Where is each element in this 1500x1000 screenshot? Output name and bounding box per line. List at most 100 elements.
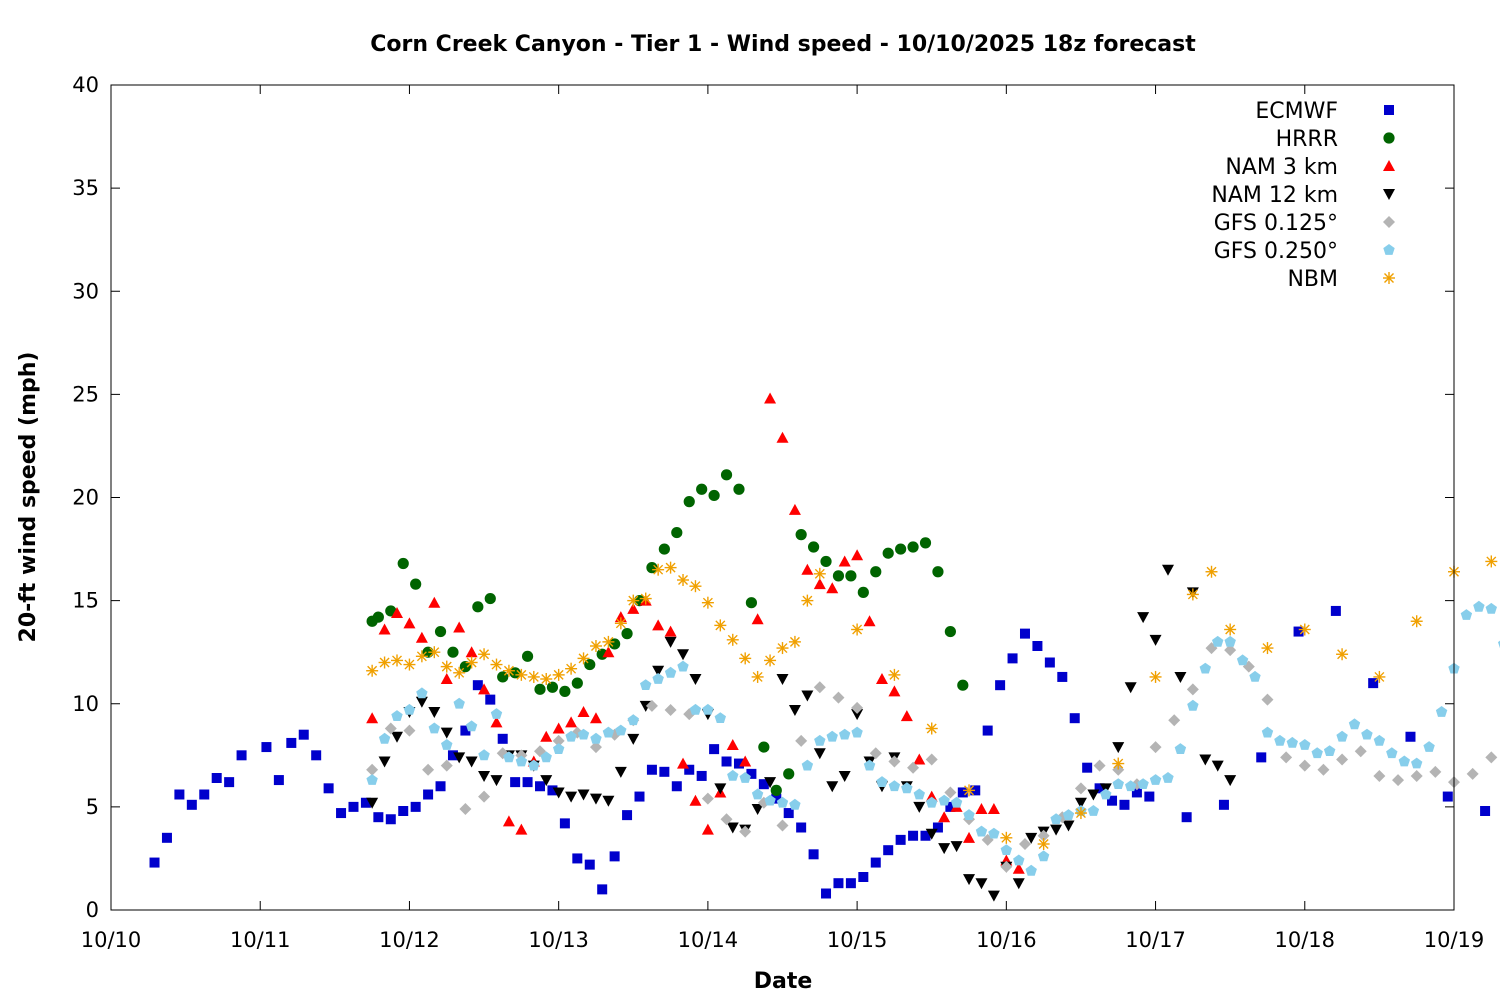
data-point: [634, 791, 645, 802]
legend-item-nam-12-km: NAM 12 km: [1211, 183, 1395, 208]
data-point: [311, 750, 322, 761]
legend-marker: [1383, 272, 1395, 284]
data-point: [932, 566, 944, 578]
data-point: [788, 635, 801, 648]
x-tick-label: 10/15: [827, 928, 888, 952]
data-point: [987, 802, 1000, 814]
x-tick-label: 10/10: [81, 928, 142, 952]
data-point: [1012, 878, 1025, 890]
data-point: [415, 696, 428, 708]
data-point: [423, 789, 434, 800]
data-point: [1274, 734, 1286, 746]
data-point: [428, 596, 441, 608]
y-axis-title: 20-ft wind speed (mph): [16, 352, 41, 643]
data-point: [1069, 713, 1080, 724]
data-point: [465, 756, 478, 768]
data-point: [839, 728, 851, 740]
data-point: [1019, 628, 1030, 639]
data-point: [1405, 731, 1416, 742]
data-point: [888, 780, 901, 792]
data-point: [776, 431, 789, 443]
data-point: [701, 823, 714, 835]
data-point: [1348, 718, 1361, 730]
data-point: [602, 635, 615, 648]
data-point: [378, 656, 391, 669]
data-point: [870, 857, 881, 868]
data-point: [801, 759, 814, 771]
data-point: [708, 489, 720, 502]
legend-item-hrrr: HRRR: [1276, 127, 1395, 152]
legend-label: NAM 3 km: [1225, 155, 1338, 180]
data-point: [577, 789, 590, 801]
data-point: [465, 656, 478, 669]
data-point: [497, 733, 508, 744]
legend-marker: [1384, 105, 1394, 115]
data-point: [422, 763, 435, 776]
data-point: [1186, 683, 1199, 696]
data-point: [1336, 753, 1349, 766]
legend: ECMWF HRRR NAM 3 km NAM 12 km GFS 0.125° GFS …: [1211, 99, 1395, 292]
data-point: [1236, 654, 1249, 666]
data-point: [1485, 751, 1498, 764]
data-point: [907, 541, 919, 553]
data-point: [478, 749, 490, 761]
data-point: [776, 674, 789, 685]
series-ecmwf: [149, 605, 1491, 899]
data-point: [869, 747, 882, 760]
data-point: [1386, 747, 1398, 759]
data-point: [1137, 778, 1149, 789]
data-point: [945, 801, 956, 812]
data-point: [826, 582, 839, 594]
data-point: [721, 756, 732, 767]
data-point: [1293, 626, 1304, 637]
series-nam-3-km: [366, 392, 1025, 874]
legend-item-ecmwf: ECMWF: [1255, 99, 1394, 124]
data-point: [378, 732, 391, 744]
data-point: [876, 776, 888, 787]
data-point: [435, 781, 446, 792]
legend-label: GFS 0.125°: [1214, 211, 1338, 236]
data-point: [1330, 605, 1341, 616]
data-point: [1336, 730, 1348, 742]
data-point: [758, 741, 770, 753]
data-point: [391, 710, 403, 721]
data-point: [913, 753, 926, 765]
x-tick-label: 10/13: [528, 928, 589, 952]
data-point: [572, 853, 583, 864]
data-point: [447, 750, 458, 761]
series-nam-12-km: [366, 564, 1237, 902]
data-point: [1025, 864, 1037, 876]
data-point: [428, 722, 440, 734]
data-point: [689, 703, 702, 715]
data-point: [403, 658, 416, 671]
data-point: [552, 722, 565, 734]
data-point: [701, 792, 714, 805]
data-point: [602, 646, 615, 658]
data-point: [764, 392, 777, 404]
data-point: [883, 845, 894, 856]
data-point: [1224, 635, 1236, 647]
data-point: [646, 562, 658, 574]
data-point: [366, 712, 379, 724]
data-point: [1074, 782, 1087, 795]
data-point: [1298, 623, 1311, 636]
data-point: [746, 768, 757, 779]
x-tick-label: 10/17: [1125, 928, 1186, 952]
data-point: [509, 667, 521, 679]
data-point: [1249, 670, 1261, 682]
data-point: [813, 578, 826, 590]
data-point: [1224, 775, 1237, 787]
data-point: [577, 652, 590, 665]
data-point: [664, 666, 677, 678]
data-point: [546, 681, 559, 693]
data-point: [1336, 648, 1349, 661]
data-point: [1261, 642, 1274, 655]
data-point: [664, 703, 677, 716]
data-point: [627, 602, 640, 614]
data-point: [677, 757, 690, 769]
data-point: [614, 617, 627, 630]
data-point: [485, 694, 496, 705]
data-point: [366, 774, 378, 785]
data-point: [373, 812, 384, 823]
